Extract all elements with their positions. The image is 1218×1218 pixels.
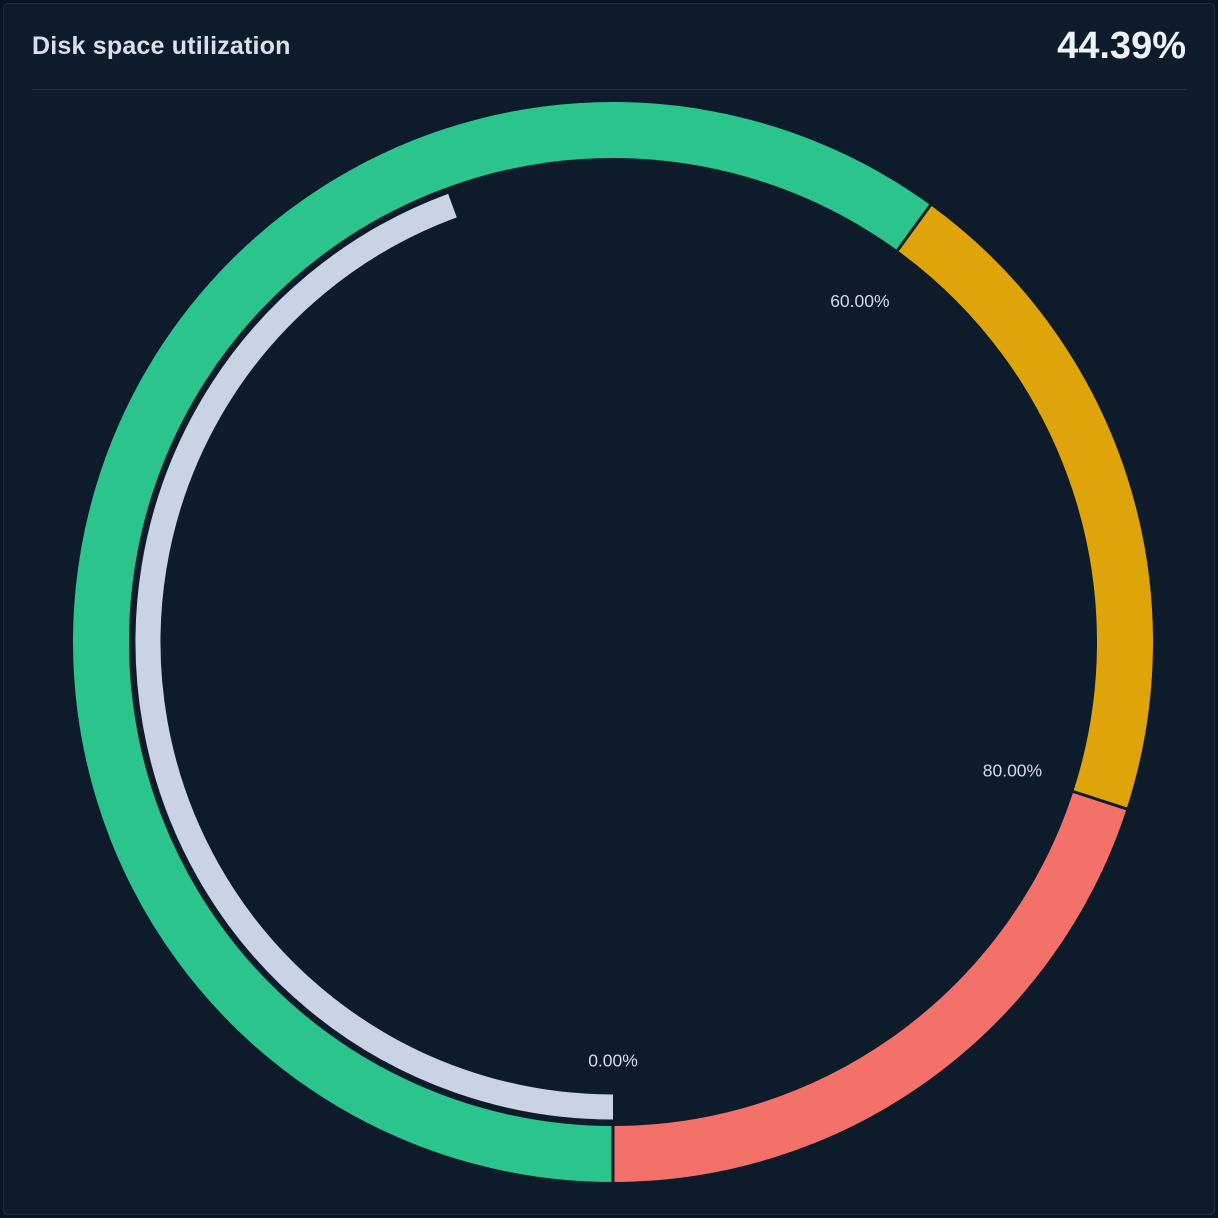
segment-gap-line bbox=[895, 203, 933, 253]
gauge-chart: 0.00% 60.00% 80.00% bbox=[4, 90, 1214, 1215]
gauge-panel: Disk space utilization 44.39% 0.00% 60.00… bbox=[3, 3, 1215, 1215]
gauge-arc bbox=[612, 791, 1127, 1182]
gauge-arc bbox=[73, 102, 931, 1182]
panel-value: 44.39% bbox=[1057, 25, 1186, 67]
gauge-arc bbox=[135, 193, 614, 1120]
panel-title: Disk space utilization bbox=[32, 32, 291, 60]
gauge-svg: 0.00% 60.00% 80.00% bbox=[73, 102, 1153, 1183]
gauge-tick-label: 60.00% bbox=[830, 291, 889, 311]
gauge-tick-label: 0.00% bbox=[588, 1051, 638, 1071]
panel-header[interactable]: Disk space utilization 44.39% bbox=[4, 4, 1214, 89]
header-divider bbox=[32, 89, 1186, 90]
gauge-arc bbox=[897, 205, 1153, 809]
segment-gap-line bbox=[1071, 789, 1128, 811]
gauge-tick-label: 80.00% bbox=[983, 760, 1042, 780]
